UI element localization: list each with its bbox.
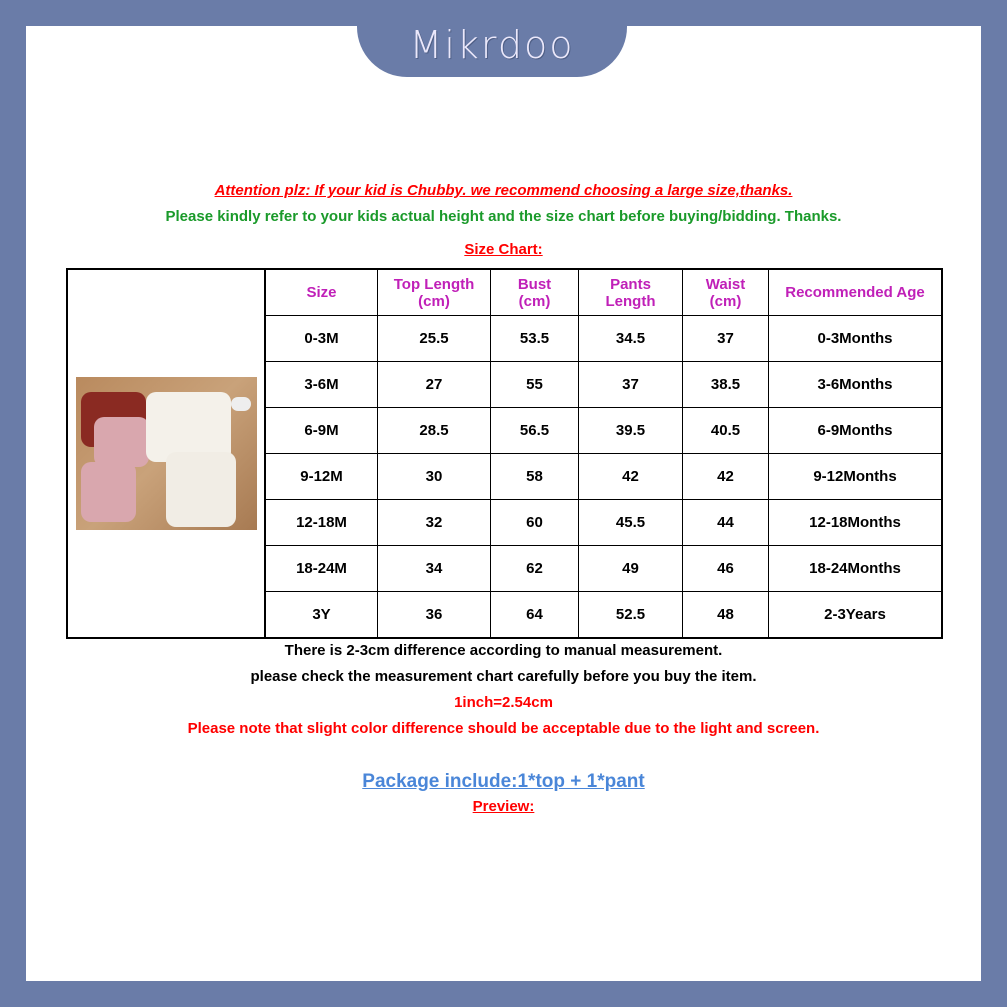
table-cell: 18-24Months bbox=[768, 545, 943, 592]
refer-note: Please kindly refer to your kids actual … bbox=[165, 208, 842, 225]
table-cell: 62 bbox=[490, 545, 579, 592]
header-text: Bust bbox=[517, 275, 552, 293]
table-cell: 53.5 bbox=[490, 315, 579, 362]
table-cell: 12-18M bbox=[264, 499, 378, 546]
table-cell: 37 bbox=[682, 315, 769, 362]
header-row: Size Top Length (cm) Bust (cm) Pants Length Wai… bbox=[66, 268, 943, 639]
table-cell: 3-6Months bbox=[768, 361, 943, 408]
preview-label: Preview: bbox=[472, 798, 535, 815]
table-cell: 55 bbox=[490, 361, 579, 408]
table-row: 3Y 36 64 52.5 48 2-3Years bbox=[67, 591, 943, 639]
table-cell: 0-3M bbox=[264, 315, 378, 362]
header-text: (cm) bbox=[518, 292, 551, 310]
brand-logo: Mikrdoo bbox=[409, 22, 575, 67]
header-text: Size bbox=[306, 284, 337, 301]
package-note: Package include:1*top + 1*pant bbox=[362, 771, 645, 792]
table-cell: 40.5 bbox=[682, 407, 769, 454]
table-cell: 3Y bbox=[264, 591, 378, 639]
table-cell: 36 bbox=[377, 591, 491, 639]
product-photo bbox=[75, 377, 257, 530]
table-cell: 37 bbox=[578, 361, 683, 408]
column-header: Pants Length bbox=[578, 268, 683, 316]
table-row: 0-3M 25.5 53.5 34.5 37 0-3Months bbox=[67, 315, 943, 362]
header-text: Top Length bbox=[393, 275, 475, 293]
table-cell: 32 bbox=[377, 499, 491, 546]
column-header: Top Length (cm) bbox=[377, 268, 491, 316]
table-cell: 58 bbox=[490, 453, 579, 500]
header-text: Recommended Age bbox=[785, 284, 925, 301]
table-row: 6-9M 28.5 56.5 39.5 40.5 6-9Months bbox=[67, 407, 943, 454]
table-cell: 42 bbox=[682, 453, 769, 500]
table-cell: 44 bbox=[682, 499, 769, 546]
logo-tab: Mikrdoo bbox=[357, 0, 627, 77]
table-cell: 3-6M bbox=[264, 361, 378, 408]
table-row: 18-24M 34 62 49 46 18-24Months bbox=[67, 545, 943, 592]
table-cell: 64 bbox=[490, 591, 579, 639]
table-cell: 34 bbox=[377, 545, 491, 592]
table-cell: 45.5 bbox=[578, 499, 683, 546]
column-header: Bust (cm) bbox=[490, 268, 579, 316]
size-chart-title: Size Chart: bbox=[464, 241, 543, 258]
table-cell: 6-9M bbox=[264, 407, 378, 454]
table-cell: 28.5 bbox=[377, 407, 491, 454]
table-cell: 0-3Months bbox=[768, 315, 943, 362]
table-cell: 9-12Months bbox=[768, 453, 943, 500]
table-cell: 27 bbox=[377, 361, 491, 408]
attention-note: Attention plz: If your kid is Chubby. we… bbox=[214, 182, 793, 199]
table-cell: 42 bbox=[578, 453, 683, 500]
table-cell: 12-18Months bbox=[768, 499, 943, 546]
table-cell: 2-3Years bbox=[768, 591, 943, 639]
product-image-cell bbox=[66, 268, 266, 639]
column-header: Recommended Age bbox=[768, 268, 943, 316]
header-text: Pants bbox=[610, 275, 651, 293]
table-cell: 52.5 bbox=[578, 591, 683, 639]
table-cell: 34.5 bbox=[578, 315, 683, 362]
inch-note: 1inch=2.54cm bbox=[454, 694, 553, 711]
table-cell: 46 bbox=[682, 545, 769, 592]
table-cell: 9-12M bbox=[264, 453, 378, 500]
table-cell: 39.5 bbox=[578, 407, 683, 454]
table-cell: 30 bbox=[377, 453, 491, 500]
table-cell: 6-9Months bbox=[768, 407, 943, 454]
table-cell: 56.5 bbox=[490, 407, 579, 454]
table-cell: 60 bbox=[490, 499, 579, 546]
table-row: 3-6M 27 55 37 38.5 3-6Months bbox=[67, 361, 943, 408]
size-chart-table: Size Top Length (cm) Bust (cm) Pants Length Wai… bbox=[66, 268, 943, 639]
column-header: Size bbox=[264, 268, 378, 316]
header-text: (cm) bbox=[418, 292, 450, 310]
difference-note: There is 2-3cm difference according to m… bbox=[284, 642, 723, 659]
header-text: Waist bbox=[705, 275, 746, 293]
header-text: Length bbox=[605, 292, 656, 310]
table-row: 9-12M 30 58 42 42 9-12Months bbox=[67, 453, 943, 500]
check-note: please check the measurement chart caref… bbox=[250, 668, 757, 685]
table-cell: 49 bbox=[578, 545, 683, 592]
color-note: Please note that slight color difference… bbox=[187, 720, 820, 737]
table-cell: 18-24M bbox=[264, 545, 378, 592]
table-cell: 25.5 bbox=[377, 315, 491, 362]
table-cell: 48 bbox=[682, 591, 769, 639]
header-text: (cm) bbox=[709, 292, 742, 310]
table-cell: 38.5 bbox=[682, 361, 769, 408]
column-header: Waist (cm) bbox=[682, 268, 769, 316]
